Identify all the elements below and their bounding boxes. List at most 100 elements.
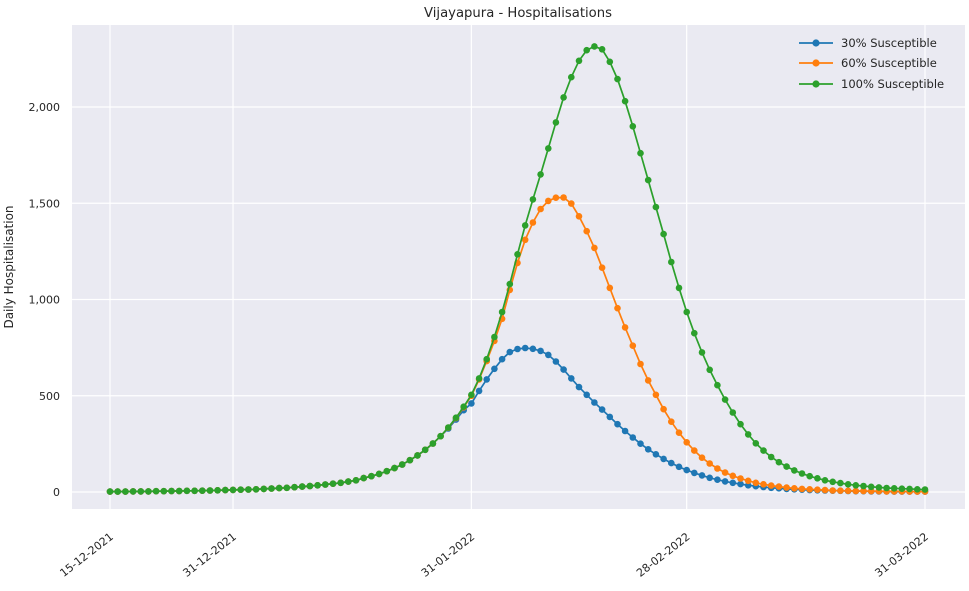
data-point — [660, 455, 667, 463]
data-point — [852, 482, 860, 489]
data-point — [237, 486, 244, 494]
data-point — [483, 355, 491, 363]
data-point — [283, 484, 291, 492]
data-point — [675, 463, 683, 471]
data-point — [698, 454, 706, 462]
data-point — [483, 376, 491, 383]
data-point — [829, 478, 836, 486]
data-point — [844, 487, 852, 495]
data-point — [122, 488, 129, 495]
data-point — [914, 486, 921, 493]
data-point — [637, 440, 644, 448]
data-point — [644, 377, 652, 384]
data-point — [298, 483, 306, 490]
data-point — [268, 485, 275, 492]
data-point — [491, 333, 498, 341]
data-point — [629, 434, 637, 441]
data-point — [767, 453, 775, 461]
x-tick-label: 31-03-2022 — [872, 530, 930, 580]
data-point — [437, 432, 444, 440]
data-point — [875, 484, 883, 491]
data-point — [314, 482, 321, 489]
legend-label: 30% Susceptible — [841, 36, 937, 50]
data-point — [744, 477, 752, 485]
data-point — [506, 280, 514, 288]
data-point — [644, 446, 652, 453]
y-tick-label: 1,000 — [29, 294, 61, 307]
data-point — [491, 365, 498, 373]
data-point — [529, 219, 537, 226]
x-tick-label: 15-12-2021 — [57, 530, 115, 580]
data-point — [860, 482, 867, 490]
data-point — [552, 358, 560, 365]
data-point — [229, 486, 237, 494]
y-tick-label: 1,500 — [29, 197, 61, 210]
data-point — [206, 487, 214, 494]
data-point — [598, 46, 606, 53]
data-point — [706, 460, 713, 467]
y-tick-label: 0 — [53, 486, 60, 499]
data-point — [652, 391, 660, 399]
data-point — [637, 149, 644, 157]
data-point — [621, 427, 629, 435]
data-point — [837, 487, 844, 495]
x-tick-label: 31-01-2022 — [419, 530, 477, 580]
data-point — [368, 472, 375, 480]
data-point — [168, 487, 175, 495]
data-point — [583, 227, 590, 235]
data-point — [606, 284, 614, 292]
legend-marker-dot — [812, 80, 820, 88]
legend-marker-dot — [812, 39, 820, 47]
data-point — [183, 487, 191, 495]
data-point — [214, 487, 221, 494]
data-point — [791, 467, 798, 474]
data-point — [860, 487, 867, 495]
data-point — [691, 469, 698, 477]
data-point — [360, 474, 368, 482]
data-point — [898, 485, 906, 493]
data-point — [306, 482, 314, 490]
data-point — [606, 58, 614, 66]
x-tick-label: 28-02-2022 — [634, 530, 692, 580]
x-tick-label: 31-12-2021 — [180, 530, 238, 580]
data-point — [591, 43, 598, 50]
data-point — [345, 478, 352, 485]
data-point — [591, 399, 598, 406]
y-axis-tick-labels: 0 500 1,000 1,500 2,000 — [29, 101, 61, 499]
data-point — [452, 414, 460, 422]
data-point — [629, 342, 637, 350]
data-point — [429, 440, 437, 447]
y-axis-label: Daily Hospitalisation — [2, 205, 16, 328]
legend-marker-dot — [812, 59, 820, 67]
data-point — [691, 329, 698, 337]
data-point — [852, 487, 860, 495]
data-point — [583, 46, 590, 54]
data-point — [706, 366, 713, 374]
data-point — [129, 488, 137, 495]
data-point — [814, 475, 821, 482]
data-point — [560, 94, 567, 101]
data-point — [421, 446, 429, 454]
data-point — [729, 472, 737, 480]
data-point — [621, 324, 629, 331]
data-point — [529, 345, 537, 353]
data-point — [806, 472, 813, 480]
data-point — [775, 458, 783, 466]
data-point — [398, 461, 406, 468]
data-point — [837, 479, 844, 487]
data-point — [545, 145, 552, 152]
data-point — [199, 487, 206, 495]
data-point — [652, 451, 660, 458]
data-point — [137, 488, 145, 495]
data-point — [706, 474, 713, 482]
data-point — [721, 396, 729, 403]
data-point — [637, 360, 644, 368]
data-point — [191, 487, 198, 495]
data-point — [644, 176, 652, 184]
data-point — [729, 479, 737, 487]
legend-label: 100% Susceptible — [841, 77, 944, 91]
data-point — [460, 403, 468, 411]
data-point — [614, 75, 621, 83]
data-point — [260, 485, 268, 493]
